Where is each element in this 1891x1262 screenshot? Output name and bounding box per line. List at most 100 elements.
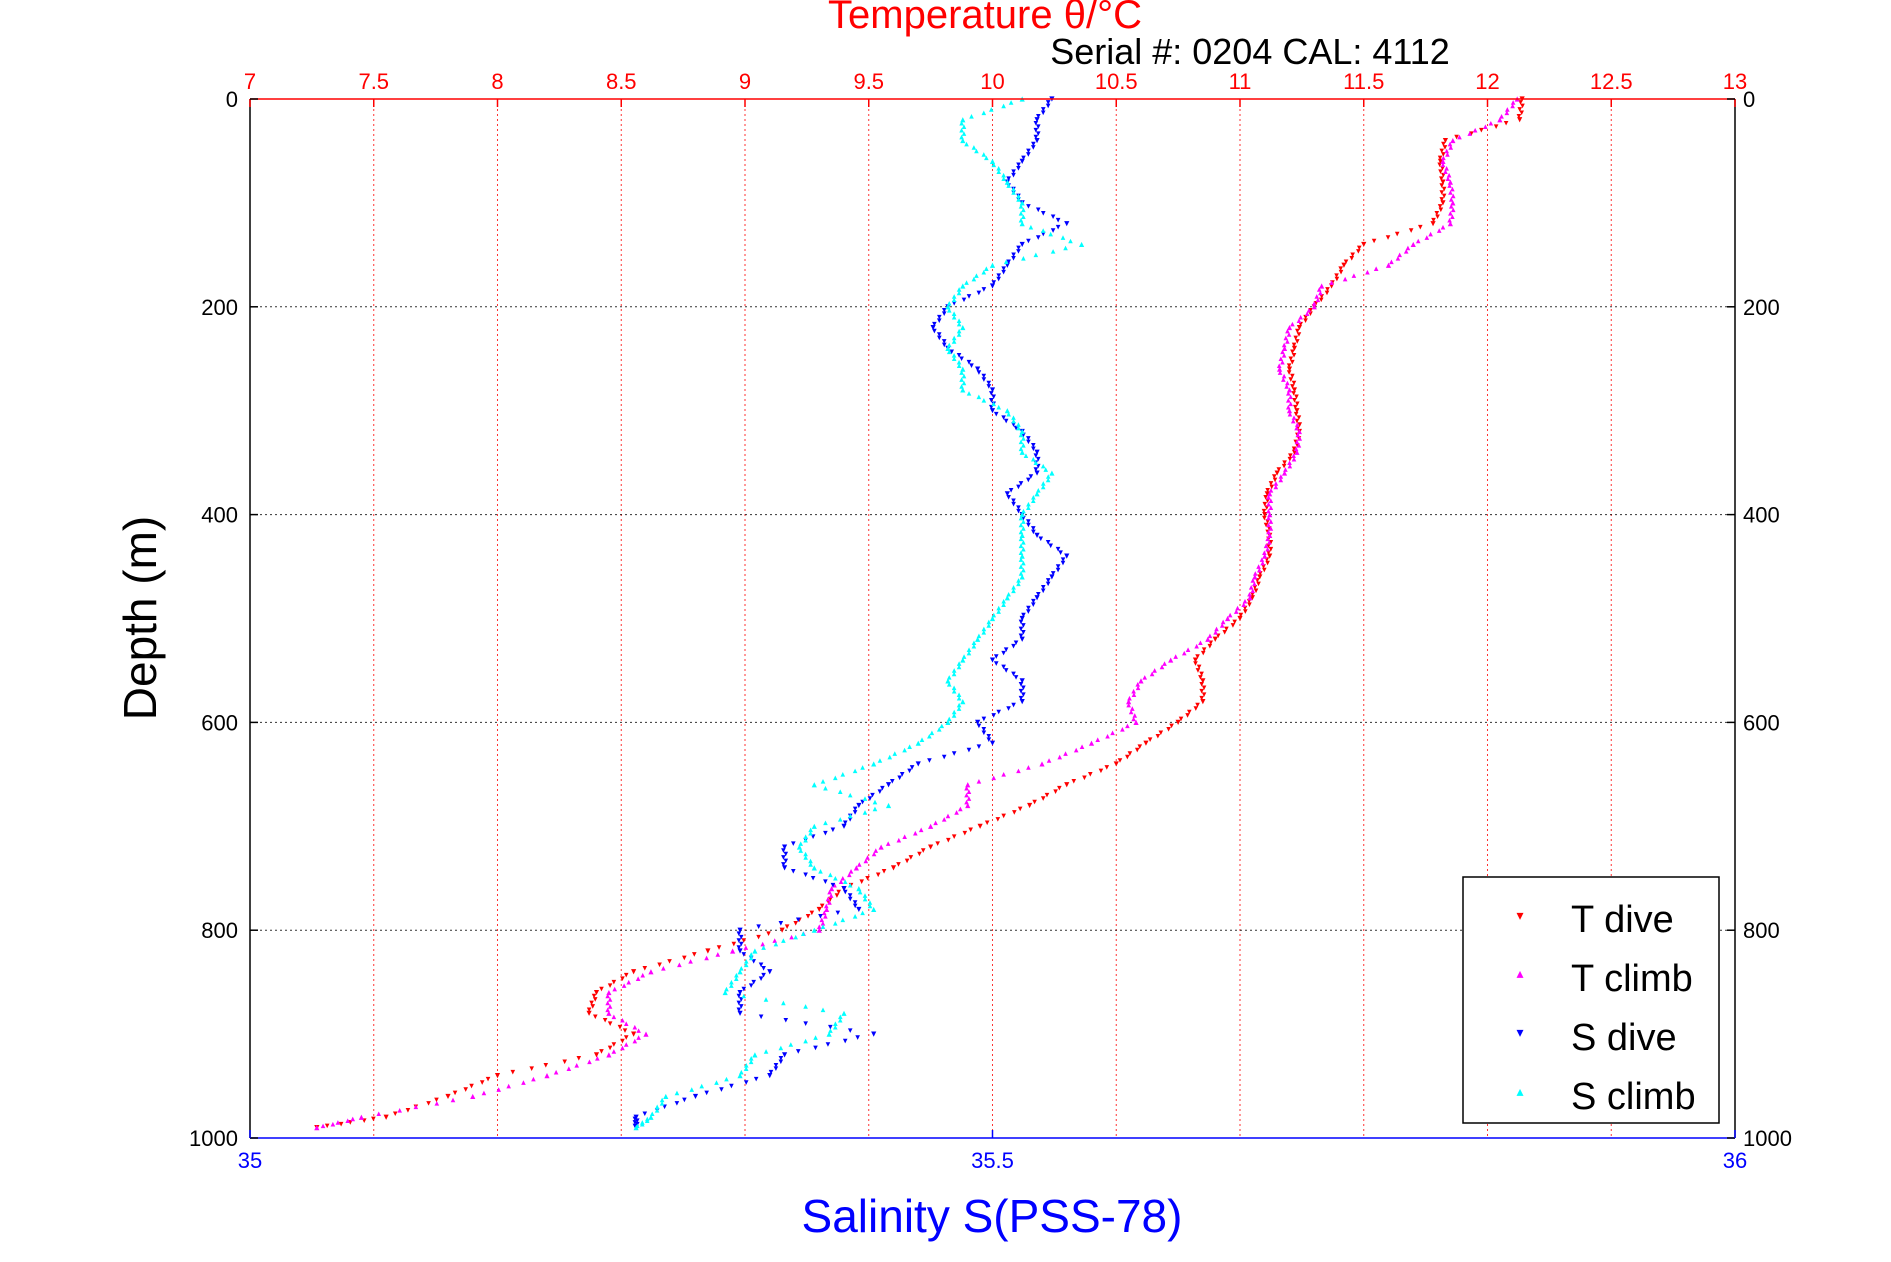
- data-point: [1205, 636, 1211, 642]
- data-point: [1064, 782, 1070, 788]
- data-point-interp: [450, 1097, 456, 1103]
- data-point-interp: [1026, 605, 1031, 611]
- data-point-interp: [820, 1007, 826, 1013]
- data-point-interp: [825, 896, 831, 902]
- data-point-interp: [956, 287, 962, 292]
- data-point-interp: [1018, 204, 1024, 209]
- data-point-interp: [1023, 453, 1029, 459]
- data-point-interp: [1499, 114, 1504, 119]
- data-point-interp: [1262, 515, 1267, 521]
- data-point-interp: [654, 1104, 660, 1110]
- data-point-interp: [809, 910, 815, 916]
- data-point-interp: [959, 370, 964, 375]
- data-point-interp: [736, 993, 742, 999]
- data-point-interp: [716, 945, 722, 950]
- data-point-interp: [803, 834, 808, 839]
- data-point: [1252, 574, 1258, 580]
- data-point-interp: [1263, 543, 1269, 549]
- data-point: [811, 927, 817, 933]
- data-point-interp: [961, 380, 967, 386]
- data-point-interp: [920, 848, 926, 853]
- data-point-interp: [857, 889, 863, 895]
- data-point-interp: [1440, 162, 1446, 168]
- data-point-interp: [1199, 671, 1204, 677]
- data-point-interp: [941, 342, 947, 348]
- data-point-interp: [591, 993, 597, 999]
- data-point-interp: [756, 934, 761, 940]
- data-point-interp: [1290, 349, 1295, 355]
- data-point-interp: [1082, 775, 1087, 781]
- data-point-interp: [1448, 210, 1453, 216]
- data-point-interp: [1045, 100, 1051, 105]
- data-point-interp: [848, 869, 854, 874]
- data-point-interp: [1033, 127, 1039, 133]
- data-point-interp: [951, 834, 957, 839]
- data-point-interp: [976, 394, 982, 400]
- data-point-interp: [986, 737, 992, 743]
- data-point-interp: [677, 962, 682, 968]
- data-point-interp: [984, 155, 989, 161]
- top-tick-label: 7: [244, 69, 256, 94]
- data-point-interp: [941, 307, 947, 313]
- data-point-interp: [1001, 269, 1006, 275]
- data-point: [1410, 241, 1416, 248]
- data-point: [928, 823, 934, 829]
- data-point-interp: [1437, 204, 1443, 209]
- data-point: [824, 906, 830, 913]
- data-point-interp: [1439, 183, 1445, 188]
- data-point-interp: [397, 1107, 402, 1113]
- data-point-interp: [330, 1121, 336, 1127]
- data-point-interp: [981, 630, 987, 635]
- data-point-interp: [1035, 463, 1041, 469]
- data-point-interp: [1055, 564, 1061, 569]
- data-point-interp: [1441, 186, 1447, 192]
- data-point: [494, 1073, 501, 1079]
- data-point-interp: [1031, 526, 1036, 531]
- data-point: [841, 823, 847, 829]
- data-point-interp: [803, 1004, 808, 1009]
- data-point: [1019, 699, 1025, 705]
- data-point-interp: [1431, 217, 1436, 223]
- data-point-interp: [626, 979, 632, 985]
- data-point-interp: [1319, 294, 1325, 299]
- data-point-interp: [1013, 640, 1019, 646]
- data-point: [1264, 491, 1270, 497]
- data-point-interp: [852, 903, 858, 909]
- data-point: [856, 906, 862, 913]
- data-point-interp: [1026, 522, 1031, 528]
- data-point-interp: [933, 820, 938, 826]
- data-point-interp: [743, 1062, 749, 1068]
- data-point-interp: [1281, 377, 1286, 382]
- data-point-interp: [1040, 796, 1046, 801]
- data-point: [1019, 200, 1025, 206]
- data-point-interp: [986, 380, 992, 386]
- data-point-interp: [862, 896, 868, 902]
- data-point-interp: [1125, 754, 1130, 760]
- data-point-interp: [956, 363, 962, 368]
- data-point-interp: [825, 1042, 831, 1047]
- data-point-interp: [956, 352, 962, 358]
- legend-marker: ▾: [1516, 1024, 1523, 1040]
- data-point: [470, 1093, 476, 1100]
- data-point-interp: [837, 789, 843, 794]
- legend-label: S dive: [1571, 1017, 1677, 1059]
- data-point-interp: [1011, 702, 1016, 708]
- data-point-interp: [1308, 311, 1313, 317]
- data-point-interp: [818, 869, 823, 874]
- data-point-interp: [1268, 546, 1274, 552]
- data-point-interp: [951, 688, 957, 694]
- data-point-interp: [1505, 107, 1510, 112]
- data-point-interp: [1286, 370, 1292, 375]
- data-point: [1019, 615, 1025, 622]
- data-point-interp: [1201, 685, 1207, 691]
- data-point-interp: [1329, 280, 1334, 285]
- data-point-interp: [611, 1042, 617, 1047]
- data-point-interp: [875, 872, 881, 878]
- data-point: [633, 1125, 639, 1131]
- data-point-interp: [1286, 332, 1292, 337]
- data-point-interp: [1162, 661, 1167, 666]
- data-point-interp: [1296, 318, 1302, 323]
- data-point-interp: [1196, 664, 1202, 670]
- data-point: [1267, 491, 1273, 497]
- data-point-interp: [1408, 228, 1414, 233]
